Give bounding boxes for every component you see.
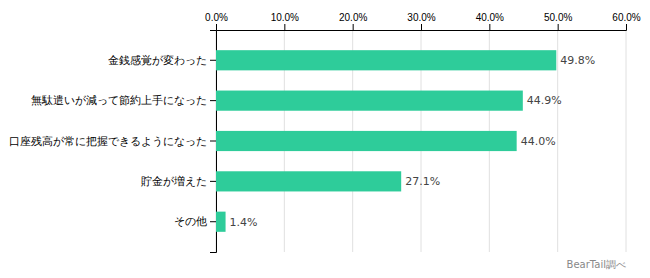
y-tick-label: 金銭感覚が変わった — [108, 54, 207, 66]
x-tick: 30.0% — [407, 12, 435, 30]
grid — [216, 30, 626, 252]
y-tick-label: その他 — [174, 215, 207, 227]
x-tick-mark — [284, 24, 285, 30]
x-tick-label: 30.0% — [407, 12, 435, 23]
x-tick-mark — [626, 24, 627, 30]
data-label: 44.0% — [521, 135, 556, 148]
bar — [216, 91, 523, 111]
y-tick-label: 無駄遣いが減って節約上手になった — [31, 94, 207, 106]
data-label: 49.8% — [560, 54, 595, 67]
x-tick: 0.0% — [205, 12, 228, 30]
y-axis: その他 貯金が増えた 口座残高が常に把握できるようになった 無駄遣いが減って節約上手に… — [9, 31, 217, 253]
y-tick-mark — [210, 60, 216, 61]
y-tick-mark — [210, 100, 216, 101]
y-tick: 無駄遣いが減って節約上手になった — [31, 94, 216, 106]
x-tick-mark — [489, 24, 490, 30]
x-tick-mark — [421, 24, 422, 30]
x-tick: 50.0% — [544, 12, 572, 30]
y-tick-label: 口座残高が常に把握できるようになった — [9, 135, 207, 148]
chart: 0.0% 10.0% 20.0% 30.0% 40.0% 50.0% 60.0% その他 貯金が… — [0, 0, 650, 278]
x-tick: 60.0% — [612, 12, 640, 30]
x-axis: 0.0% 10.0% 20.0% 30.0% 40.0% 50.0% 60.0% — [205, 12, 641, 31]
x-tick-mark — [216, 24, 217, 30]
data-label: 44.9% — [527, 94, 562, 107]
x-tick: 10.0% — [271, 12, 299, 30]
bar — [216, 131, 517, 151]
x-tick-label: 10.0% — [271, 12, 299, 23]
y-tick: その他 — [174, 215, 216, 227]
y-tick: 金銭感覚が変わった — [108, 54, 216, 66]
x-tick-label: 60.0% — [612, 12, 640, 23]
x-tick: 40.0% — [476, 12, 504, 30]
y-tick: 口座残高が常に把握できるようになった — [9, 135, 216, 148]
y-axis-line — [210, 31, 217, 253]
bars — [216, 50, 556, 232]
bar — [216, 212, 226, 232]
y-tick-mark — [210, 181, 216, 182]
annotation: BearTail調べ — [567, 259, 626, 270]
data-label: 1.4% — [230, 216, 258, 229]
data-label: 27.1% — [405, 175, 440, 188]
y-tick: 貯金が増えた — [141, 175, 216, 187]
x-tick-mark — [558, 24, 559, 30]
y-tick-mark — [210, 141, 216, 142]
plot: 0.0% 10.0% 20.0% 30.0% 40.0% 50.0% 60.0% その他 貯金が… — [9, 12, 641, 253]
y-tick-mark — [210, 221, 216, 222]
x-tick: 20.0% — [339, 12, 367, 30]
x-tick-label: 20.0% — [339, 12, 367, 23]
grid-line — [557, 30, 558, 252]
x-axis-line — [217, 24, 627, 31]
x-tick-label: 0.0% — [205, 12, 228, 23]
bar — [216, 50, 556, 70]
bar — [216, 171, 401, 191]
y-tick-label: 貯金が増えた — [141, 175, 207, 187]
x-tick-mark — [353, 24, 354, 30]
data-labels: 1.4% 27.1% 44.0% 44.9% 49.8% — [230, 54, 596, 228]
x-tick-label: 50.0% — [544, 12, 572, 23]
x-tick-label: 40.0% — [476, 12, 504, 23]
grid-line — [626, 30, 627, 252]
